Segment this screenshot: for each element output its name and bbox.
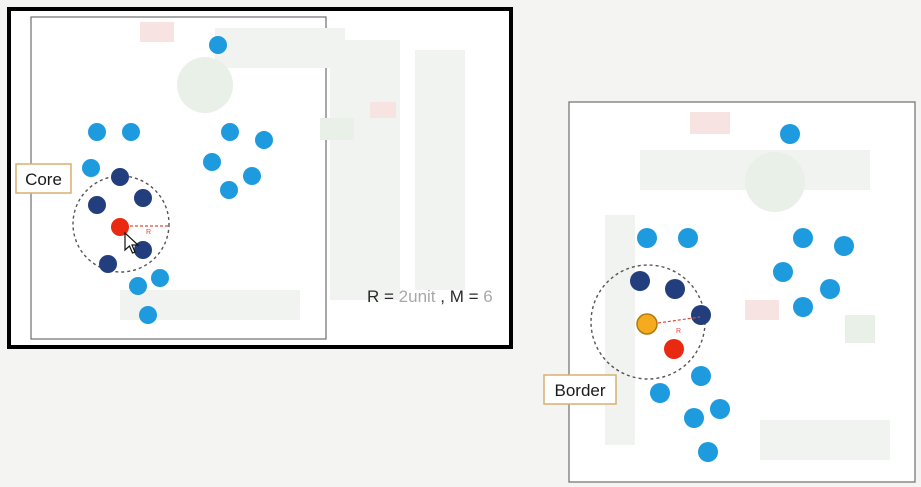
- border-neighbour-points: [630, 271, 711, 325]
- data-point: [139, 306, 157, 324]
- core-light-points: [82, 36, 273, 324]
- border-light-points: [637, 124, 854, 462]
- neighbour-point: [630, 271, 650, 291]
- ghost-shape: [690, 112, 730, 134]
- border-example-panel: R Border: [543, 101, 916, 483]
- ghost-shape: [745, 152, 805, 212]
- data-point: [710, 399, 730, 419]
- ghost-shape: [177, 57, 233, 113]
- neighbour-point: [134, 189, 152, 207]
- data-point: [88, 123, 106, 141]
- core-radius-marker: R: [146, 229, 151, 236]
- data-point: [243, 167, 261, 185]
- neighbour-point: [88, 196, 106, 214]
- data-point: [220, 181, 238, 199]
- core-background-ghosts: [120, 22, 465, 320]
- m-value: 6: [483, 287, 492, 306]
- data-point: [691, 366, 711, 386]
- data-point: [203, 153, 221, 171]
- border-background-ghosts: [605, 112, 890, 460]
- border-label: Border: [554, 381, 605, 400]
- core-example-panel: R Core R = 2unit , M = 6: [7, 7, 513, 349]
- core-point: [111, 218, 129, 236]
- border-label-box: [543, 374, 617, 405]
- ghost-shape: [415, 50, 465, 290]
- data-point: [793, 228, 813, 248]
- data-point: [129, 277, 147, 295]
- ghost-shape: [320, 118, 354, 140]
- data-point: [698, 442, 718, 462]
- border-radius-marker: R: [676, 328, 681, 335]
- data-point: [255, 131, 273, 149]
- data-point: [834, 236, 854, 256]
- data-point: [221, 123, 239, 141]
- data-point: [650, 383, 670, 403]
- mouse-cursor-icon: [124, 231, 140, 254]
- r-value: 2unit: [399, 287, 436, 306]
- parameters-text: R = 2unit , M = 6: [367, 287, 493, 306]
- neighbour-point: [665, 279, 685, 299]
- data-point: [793, 297, 813, 317]
- ghost-shape: [370, 102, 396, 118]
- neighbour-point: [691, 305, 711, 325]
- ghost-shape: [605, 215, 635, 445]
- data-point: [82, 159, 100, 177]
- core-point: [664, 339, 684, 359]
- data-point: [637, 228, 657, 248]
- data-point: [209, 36, 227, 54]
- core-neighbourhood-circle: [72, 175, 170, 273]
- data-point: [820, 279, 840, 299]
- data-point: [122, 123, 140, 141]
- data-point: [151, 269, 169, 287]
- r-label: R =: [367, 287, 399, 306]
- ghost-shape: [760, 420, 890, 460]
- core-label-box: [15, 163, 72, 194]
- core-label: Core: [25, 170, 62, 189]
- data-point: [678, 228, 698, 248]
- border-radius-line: [657, 316, 701, 324]
- data-point: [684, 408, 704, 428]
- ghost-shape: [745, 300, 779, 320]
- ghost-shape: [215, 28, 345, 68]
- data-point: [773, 262, 793, 282]
- m-label: , M =: [436, 287, 484, 306]
- neighbour-point: [99, 255, 117, 273]
- border-point: [636, 313, 658, 335]
- core-example-plot-area: [30, 16, 327, 340]
- data-point: [780, 124, 800, 144]
- neighbour-point: [111, 168, 129, 186]
- ghost-shape: [330, 40, 400, 300]
- ghost-shape: [845, 315, 875, 343]
- ghost-shape: [140, 22, 174, 42]
